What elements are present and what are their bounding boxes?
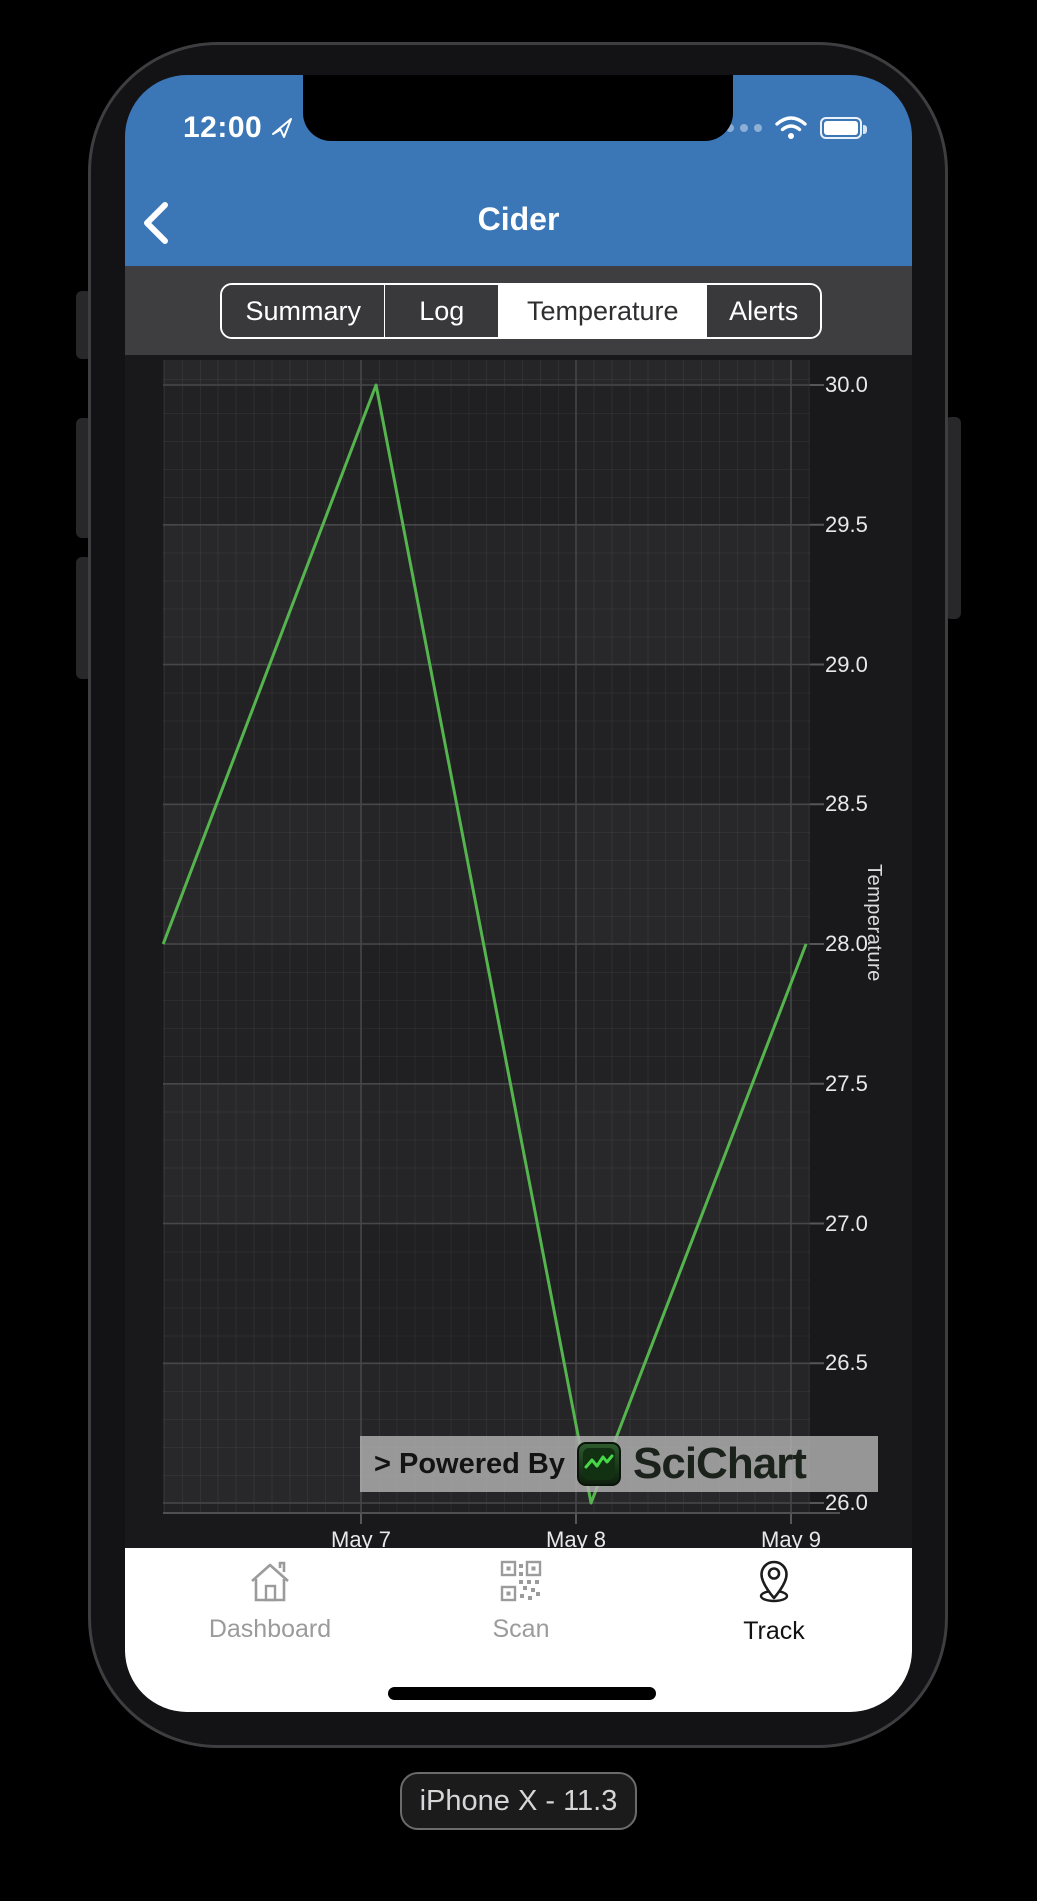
qr-code-icon (500, 1560, 542, 1602)
tab-summary[interactable]: Summary (222, 285, 386, 337)
y-axis-tick: 28.0 (825, 931, 868, 956)
y-axis-tick: 29.0 (825, 651, 868, 677)
watermark-brand: SciChart (633, 1439, 807, 1488)
app-screen: 12:00 Cider Summary Log Temperatur (125, 75, 912, 1712)
chart-plot-area[interactable] (161, 360, 840, 1524)
y-axis-tick: 27.5 (825, 1070, 868, 1096)
segmented-control-strip: Summary Log Temperature Alerts (125, 266, 912, 355)
x-axis-tick: May 9 (761, 1527, 821, 1552)
scichart-logo-icon (577, 1442, 621, 1486)
notch (303, 75, 733, 141)
back-button[interactable] (139, 199, 179, 247)
bottom-tab-bar: Dashboard Scan (125, 1548, 912, 1712)
x-axis-tick: May 8 (546, 1527, 606, 1552)
page-title: Cider (477, 201, 560, 237)
y-axis-tick: 28.5 (825, 791, 868, 817)
status-time: 12:00 (183, 111, 263, 144)
tab-bar-item-scan[interactable]: Scan (421, 1558, 621, 1644)
watermark-text: > Powered By (374, 1447, 565, 1480)
home-indicator[interactable] (388, 1687, 656, 1700)
y-axis-tick: 26.5 (825, 1350, 868, 1376)
home-icon (251, 1561, 289, 1602)
tab-bar-item-dashboard[interactable]: Dashboard (170, 1558, 370, 1644)
status-bar-right (712, 115, 867, 141)
tab-log[interactable]: Log (385, 285, 500, 337)
tab-bar-label: Scan (492, 1615, 550, 1643)
temperature-chart: 30.0 29.5 29.0 28.5 28.0 27.5 27.0 26.5 … (125, 355, 912, 1552)
battery-icon (820, 117, 867, 139)
tab-temperature[interactable]: Temperature (499, 285, 708, 337)
temperature-line-series (161, 360, 840, 1524)
y-axis-tick: 26.0 (825, 1490, 868, 1515)
status-bar-left: 12:00 (183, 111, 294, 145)
y-axis-tick: 27.0 (825, 1210, 868, 1236)
segmented-control: Summary Log Temperature Alerts (220, 283, 822, 339)
tab-bar-item-track[interactable]: Track (674, 1558, 874, 1646)
y-axis-tick: 30.0 (825, 372, 868, 397)
tab-bar-label: Track (743, 1617, 805, 1645)
location-arrow-icon (272, 118, 293, 138)
power-button[interactable] (945, 417, 961, 619)
simulator-device-label: iPhone X - 11.3 (400, 1772, 637, 1830)
y-axis-tick: 29.5 (825, 511, 868, 537)
chevron-left-icon (144, 202, 168, 244)
tab-alerts[interactable]: Alerts (707, 285, 820, 337)
x-axis-tick: May 7 (331, 1527, 391, 1552)
tab-bar-label: Dashboard (208, 1615, 332, 1643)
wifi-icon (775, 116, 807, 139)
location-pin-icon (759, 1560, 789, 1603)
scichart-watermark: > Powered By SciChart (360, 1436, 878, 1492)
y-axis-title: Temperature (863, 864, 885, 982)
